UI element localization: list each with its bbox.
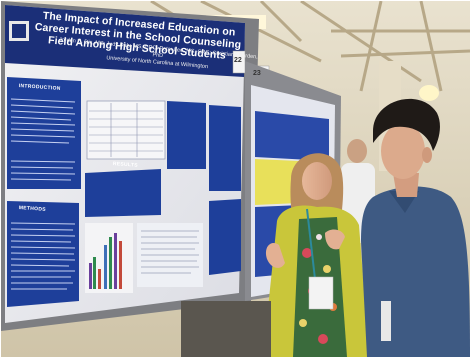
method-text-lines (10, 222, 76, 290)
background-person-head (347, 139, 367, 163)
poster-title-band (5, 5, 245, 77)
results-table (86, 100, 166, 160)
ceiling-trusses (150, 1, 470, 92)
man-ear (422, 147, 432, 163)
results-table-lines (89, 103, 163, 157)
man-lanyard-badge (381, 301, 391, 341)
intro-text-lines (10, 98, 76, 181)
woman-face (302, 162, 332, 200)
references-block (209, 199, 241, 275)
man-shirt (361, 186, 470, 357)
man-hair (373, 98, 440, 151)
man-face (381, 123, 425, 179)
bar-chart-bars (89, 233, 122, 289)
woman-presenter (263, 153, 369, 357)
second-poster-blue-top (255, 111, 329, 161)
second-poster-yellow (255, 159, 299, 205)
lanyard (306, 208, 316, 280)
poster-text-column-lines (141, 230, 199, 274)
floor-shadow (181, 301, 271, 357)
woman-hand-chest (325, 229, 345, 250)
woman-raised-hand (265, 242, 285, 268)
hall-lamp (419, 85, 439, 101)
results-block (85, 169, 161, 217)
board-number: 22 (234, 57, 242, 64)
next-board-number: 23 (253, 70, 261, 77)
discussion-block (167, 101, 206, 169)
man-visitor (361, 98, 470, 357)
man-neck (393, 173, 419, 197)
conclusion-block (209, 105, 241, 191)
intro-block (7, 77, 81, 189)
name-badge (308, 276, 334, 310)
